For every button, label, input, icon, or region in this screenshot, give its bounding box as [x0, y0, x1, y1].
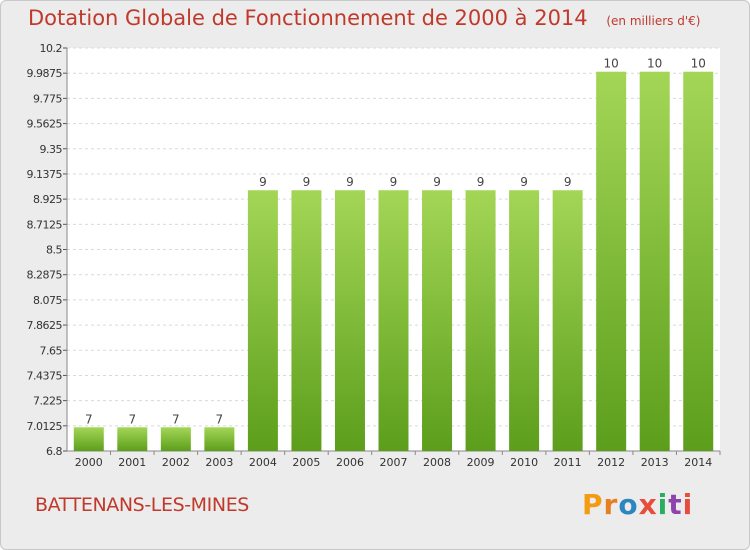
x-tick-label: 2014 — [684, 456, 712, 469]
data-label: 9 — [390, 175, 398, 189]
y-tick-label: 10.2 — [40, 42, 63, 55]
logo-letter: P — [582, 488, 604, 521]
bar-2014 — [683, 71, 714, 452]
y-tick-label: 8.5 — [46, 244, 62, 257]
y-tick-label: 9.775 — [33, 92, 62, 105]
y-tick-label: 7.65 — [40, 344, 63, 357]
x-tick-label: 2003 — [205, 456, 233, 469]
y-tick-label: 8.2875 — [27, 269, 63, 282]
chart-title: Dotation Globale de Fonctionnement de 20… — [28, 6, 700, 30]
y-tick-label: 7.4375 — [27, 369, 63, 382]
x-tick-label: 2000 — [75, 456, 103, 469]
data-label: 9 — [564, 175, 572, 189]
y-tick-label: 8.075 — [33, 294, 62, 307]
logo-letter: t — [668, 488, 683, 521]
y-tick-label: 8.925 — [33, 193, 62, 206]
y-tick-label: 7.225 — [33, 395, 62, 408]
bar-2013 — [639, 71, 670, 452]
bar-2009 — [465, 190, 496, 451]
bar-2012 — [596, 71, 627, 452]
y-tick-label: 9.35 — [40, 143, 63, 156]
x-tick-label: 2011 — [554, 456, 582, 469]
bar-2010 — [509, 190, 540, 451]
y-tick-label: 7.0125 — [27, 420, 63, 433]
data-label: 10 — [647, 57, 662, 71]
data-label: 7 — [172, 412, 180, 426]
logo-letter: x — [638, 488, 658, 521]
bars — [73, 71, 714, 452]
title-unit: (en milliers d'€) — [606, 14, 701, 28]
proxiti-logo: Proxiti — [582, 488, 693, 521]
logo-letter: i — [682, 488, 694, 521]
x-tick-label: 2012 — [597, 456, 625, 469]
y-tick-label: 7.8625 — [27, 319, 63, 332]
bar-2001 — [117, 427, 148, 451]
x-tick-label: 2002 — [162, 456, 190, 469]
y-tick-label: 6.8 — [46, 445, 62, 458]
data-label: 9 — [346, 175, 354, 189]
x-tick-label: 2006 — [336, 456, 364, 469]
bar-2005 — [291, 190, 322, 451]
y-tick-label: 9.5625 — [27, 118, 63, 131]
title-text: Dotation Globale de Fonctionnement de 20… — [28, 6, 588, 30]
bar-2007 — [378, 190, 409, 451]
x-tick-label: 2009 — [467, 456, 495, 469]
data-labels: 7 7 7 7 9 9 9 9 9 9 9 9 10 10 10 — [85, 57, 706, 427]
data-label: 10 — [691, 57, 706, 71]
x-axis-ticks: 2000 2001 2002 2003 2004 2005 2006 2007 2008 2009… — [75, 451, 721, 469]
data-label: 10 — [604, 57, 619, 71]
x-tick-label: 2001 — [118, 456, 146, 469]
data-label: 9 — [477, 175, 485, 189]
data-label: 9 — [433, 175, 441, 189]
x-tick-label: 2007 — [380, 456, 408, 469]
place-name: BATTENANS-LES-MINES — [35, 494, 249, 516]
bar-2004 — [247, 190, 278, 451]
x-tick-label: 2004 — [249, 456, 277, 469]
bar-2002 — [160, 427, 191, 451]
x-tick-label: 2008 — [423, 456, 451, 469]
logo-letter: r — [603, 488, 619, 521]
data-label: 9 — [303, 175, 311, 189]
bar-2003 — [204, 427, 235, 451]
y-tick-label: 8.7125 — [27, 218, 63, 231]
logo-letter: i — [657, 488, 669, 521]
bar-2006 — [334, 190, 365, 451]
x-tick-label: 2005 — [292, 456, 320, 469]
bar-2008 — [422, 190, 453, 451]
data-label: 7 — [216, 412, 224, 426]
data-label: 9 — [520, 175, 528, 189]
data-label: 7 — [85, 412, 93, 426]
y-tick-label: 9.1375 — [27, 168, 63, 181]
bar-2000 — [73, 427, 104, 451]
data-label: 7 — [128, 412, 136, 426]
bar-2011 — [552, 190, 583, 451]
y-tick-label: 9.9875 — [27, 67, 63, 80]
data-label: 9 — [259, 175, 267, 189]
logo-letter: o — [618, 488, 639, 521]
x-tick-label: 2010 — [510, 456, 538, 469]
x-tick-label: 2013 — [641, 456, 669, 469]
